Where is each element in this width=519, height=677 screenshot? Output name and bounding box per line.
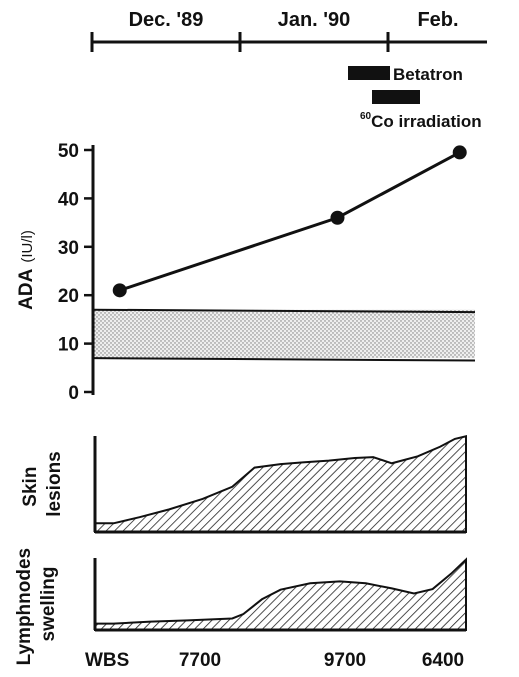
treatments: Betatron 60Co irradiation bbox=[348, 65, 482, 131]
betatron-bar bbox=[348, 66, 390, 80]
lymph-label-line-2: swelling bbox=[38, 567, 59, 642]
reference-band bbox=[93, 309, 475, 359]
ada-y-tick-label: 30 bbox=[58, 238, 79, 259]
timeline-month-feb: Feb. bbox=[417, 9, 458, 31]
ada-y-ticks: 0 10 20 30 40 50 bbox=[58, 141, 93, 404]
ada-y-tick-label: 10 bbox=[58, 335, 79, 356]
ada-y-tick-label: 20 bbox=[58, 286, 79, 307]
ada-y-label-main: ADA bbox=[16, 268, 37, 309]
skin-label: Skin lesions bbox=[20, 451, 65, 516]
lymph-label-line-1: Lymphnodes bbox=[14, 548, 35, 666]
ada-series-line bbox=[119, 151, 461, 292]
wbs-row: WBS 7700 9700 6400 bbox=[85, 650, 464, 671]
lymphnodes-chart: Lymphnodes swelling bbox=[14, 543, 467, 666]
timeline: Dec. '89 Jan. '90 Feb. bbox=[90, 9, 487, 52]
cobalt-label-main: Co irradiation bbox=[371, 112, 482, 131]
ada-y-tick-label: 0 bbox=[68, 383, 79, 404]
skin-lesions-area bbox=[94, 435, 467, 533]
skin-label-line-1: Skin bbox=[20, 467, 41, 507]
wbs-value-2: 9700 bbox=[324, 650, 366, 671]
ada-y-tick-label: 50 bbox=[58, 141, 79, 162]
cobalt-label-superscript: 60 bbox=[360, 111, 372, 122]
wbs-value-3: 6400 bbox=[422, 650, 464, 671]
ada-data-point bbox=[330, 210, 345, 225]
betatron-label: Betatron bbox=[393, 65, 463, 84]
ada-y-label-unit: (IU/l) bbox=[19, 230, 36, 263]
ada-data-point bbox=[112, 283, 127, 298]
skin-lesions-chart: Skin lesions bbox=[20, 435, 467, 534]
lymphnodes-swelling-area bbox=[94, 557, 467, 631]
ada-y-tick-label: 40 bbox=[58, 189, 79, 210]
reference-band-lower-edge bbox=[92, 357, 476, 362]
ada-y-label: ADA (IU/l) bbox=[16, 230, 37, 310]
skin-label-line-2: lesions bbox=[44, 451, 65, 516]
cobalt-bar bbox=[372, 90, 420, 104]
cobalt-label: 60Co irradiation bbox=[360, 111, 482, 131]
ada-data-point bbox=[452, 145, 467, 160]
timeline-month-dec: Dec. '89 bbox=[129, 9, 204, 31]
lymph-label: Lymphnodes swelling bbox=[14, 543, 59, 666]
ada-points bbox=[112, 145, 467, 298]
ada-chart: 0 10 20 30 40 50 ADA (IU/l) bbox=[16, 141, 476, 404]
wbs-value-1: 7700 bbox=[179, 650, 221, 671]
reference-band-upper-edge bbox=[92, 308, 476, 314]
timeline-month-jan: Jan. '90 bbox=[278, 9, 351, 31]
wbs-label: WBS bbox=[85, 650, 129, 671]
